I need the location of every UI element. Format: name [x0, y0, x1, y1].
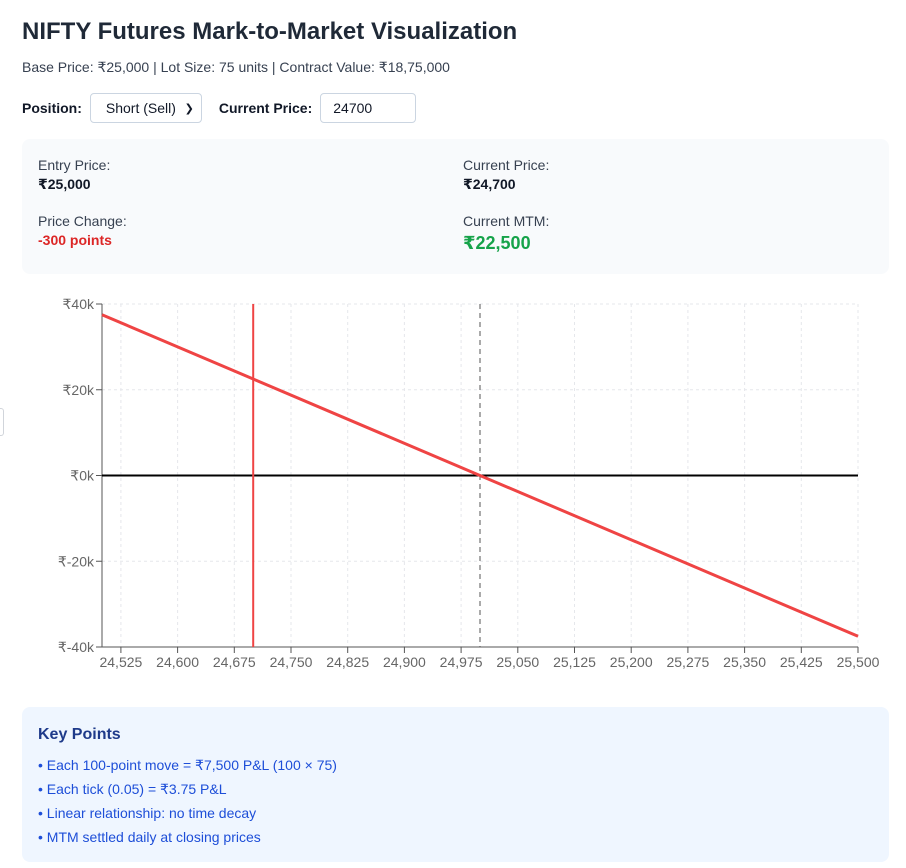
key-points-list: • Each 100-point move = ₹7,500 P&L (100 …	[38, 756, 337, 852]
side-handle[interactable]	[0, 408, 4, 436]
contract-summary: Base Price: ₹25,000 | Lot Size: 75 units…	[22, 59, 450, 75]
y-tick-label: ₹20k	[63, 382, 95, 398]
x-tick-label: 24,750	[270, 654, 313, 670]
x-tick-label: 25,425	[780, 654, 823, 670]
current-mtm-label: Current MTM:	[463, 213, 550, 229]
current-price-input-value: 24700	[333, 100, 373, 116]
x-tick-label: 24,525	[99, 654, 142, 670]
x-tick-label: 25,125	[553, 654, 596, 670]
x-tick-label: 25,200	[610, 654, 653, 670]
pnl-series-line	[101, 313, 859, 638]
x-tick-label: 24,900	[383, 654, 426, 670]
controls-bar: Position: Short (Sell) ❯ Current Price: …	[22, 92, 417, 124]
position-label: Position:	[22, 100, 82, 116]
x-tick-label: 25,275	[666, 654, 709, 670]
position-select[interactable]: Short (Sell) ❯	[89, 93, 202, 123]
y-tick-label: ₹-40k	[58, 639, 95, 655]
x-tick-label: 24,600	[156, 654, 199, 670]
current-price-stat-label: Current Price:	[463, 157, 550, 173]
key-points-panel: Key Points • Each 100-point move = ₹7,50…	[22, 707, 889, 862]
x-tick-label: 25,500	[837, 654, 880, 670]
x-tick-label: 24,975	[440, 654, 483, 670]
current-price-stat-value: ₹24,700	[463, 176, 516, 192]
x-tick-label: 24,675	[213, 654, 256, 670]
current-price-label: Current Price:	[218, 100, 313, 116]
y-tick-label: ₹0k	[70, 468, 95, 484]
current-price-stat: Current Price: ₹24,700	[463, 157, 549, 193]
page-title: NIFTY Futures Mark-to-Market Visualizati…	[22, 18, 518, 45]
key-point-item: • Each tick (0.05) = ₹3.75 P&L	[38, 781, 227, 797]
y-tick-label: ₹-20k	[58, 553, 95, 569]
current-price-input[interactable]: 24700	[320, 93, 417, 123]
key-point-item: • Linear relationship: no time decay	[38, 805, 257, 821]
price-change-stat: Price Change: -300 points	[38, 213, 127, 248]
x-tick-label: 25,050	[496, 654, 539, 670]
x-tick-label: 25,350	[723, 654, 766, 670]
entry-price-stat: Entry Price: ₹25,000	[38, 157, 110, 193]
key-point-item: • Each 100-point move = ₹7,500 P&L (100 …	[38, 757, 337, 773]
current-mtm-stat: Current MTM: ₹22,500	[463, 213, 549, 254]
key-points-title: Key Points	[38, 726, 121, 743]
x-tick-label: 24,825	[326, 654, 369, 670]
price-change-value: -300 points	[38, 232, 112, 248]
price-change-label: Price Change:	[38, 213, 127, 229]
key-point-item: • MTM settled daily at closing prices	[38, 829, 261, 845]
current-mtm-value: ₹22,500	[463, 233, 531, 253]
stats-panel: Entry Price: ₹25,000 Current Price: ₹24,…	[22, 139, 889, 274]
chevron-down-icon: ❯	[184, 102, 194, 115]
y-tick-label: ₹40k	[63, 296, 95, 312]
entry-price-label: Entry Price:	[38, 157, 111, 173]
position-select-value: Short (Sell)	[105, 100, 176, 116]
entry-price-value: ₹25,000	[38, 176, 91, 192]
